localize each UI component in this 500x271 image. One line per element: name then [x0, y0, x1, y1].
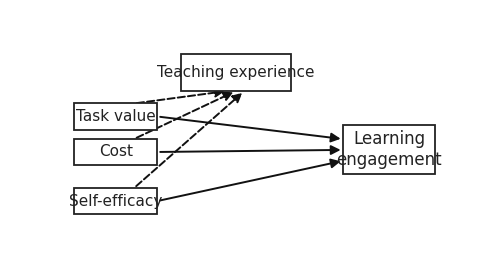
Text: Teaching experience: Teaching experience [157, 65, 314, 80]
FancyBboxPatch shape [74, 139, 158, 165]
FancyBboxPatch shape [344, 125, 434, 175]
FancyBboxPatch shape [74, 188, 158, 214]
Text: Cost: Cost [99, 144, 133, 160]
Text: Self-efficacy: Self-efficacy [69, 193, 162, 208]
FancyBboxPatch shape [180, 54, 291, 91]
FancyBboxPatch shape [74, 104, 158, 130]
Text: Learning
engagement: Learning engagement [336, 131, 442, 169]
Text: Task value: Task value [76, 109, 156, 124]
